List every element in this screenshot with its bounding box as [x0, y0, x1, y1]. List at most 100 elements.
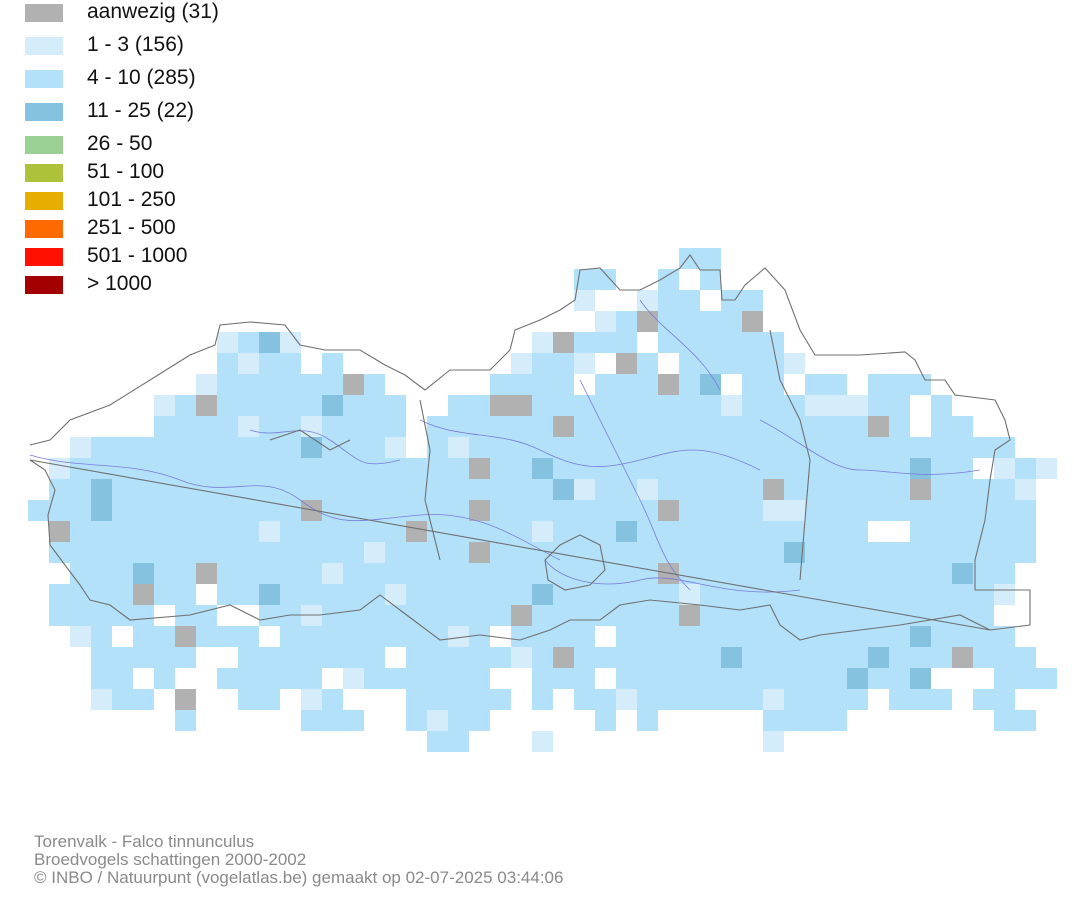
river [29, 454, 561, 561]
grid-square [763, 479, 784, 500]
copyright-line: © INBO / Natuurpunt (vogelatlas.be) gema… [34, 868, 564, 887]
grid-square [805, 437, 826, 458]
grid-square [91, 542, 112, 563]
grid-square [532, 731, 553, 752]
grid-square [532, 416, 553, 437]
grid-square [574, 395, 595, 416]
grid-square [448, 563, 469, 584]
grid-square [616, 332, 637, 353]
grid-square [532, 437, 553, 458]
grid-square [679, 416, 700, 437]
grid-square [553, 458, 574, 479]
grid-square [448, 647, 469, 668]
grid-square [511, 563, 532, 584]
grid-square [763, 584, 784, 605]
grid-square [637, 395, 658, 416]
grid-square [469, 542, 490, 563]
grid-square [70, 500, 91, 521]
grid-square [742, 647, 763, 668]
grid-square [679, 668, 700, 689]
grid-square [868, 605, 889, 626]
grid-square [91, 689, 112, 710]
grid-square [658, 605, 679, 626]
legend-label: 26 - 50 [87, 132, 153, 155]
grid-square [700, 668, 721, 689]
grid-square [427, 605, 448, 626]
grid-square [889, 542, 910, 563]
legend-swatch [25, 276, 63, 294]
grid-square [595, 542, 616, 563]
grid-square [805, 584, 826, 605]
grid-square [784, 458, 805, 479]
grid-square [364, 521, 385, 542]
grid-square [889, 416, 910, 437]
grid-square [532, 689, 553, 710]
grid-square [91, 437, 112, 458]
grid-square [910, 521, 931, 542]
grid-square [343, 668, 364, 689]
grid-square [133, 605, 154, 626]
grid-square [70, 542, 91, 563]
grid-square [742, 290, 763, 311]
grid-square [742, 626, 763, 647]
grid-square [490, 689, 511, 710]
grid-square [406, 710, 427, 731]
grid-square [91, 479, 112, 500]
grid-square [238, 479, 259, 500]
grid-square [280, 374, 301, 395]
grid-square [994, 689, 1015, 710]
grid-square [490, 395, 511, 416]
grid-square [616, 437, 637, 458]
grid-square [973, 500, 994, 521]
grid-square [259, 437, 280, 458]
grid-square [595, 689, 616, 710]
grid-square [196, 542, 217, 563]
grid-square [826, 500, 847, 521]
grid-square [364, 458, 385, 479]
grid-square [721, 500, 742, 521]
grid-square [238, 584, 259, 605]
grid-square [280, 395, 301, 416]
grid-square [259, 668, 280, 689]
grid-square [70, 563, 91, 584]
region-borders [29, 254, 1031, 641]
grid-square [406, 500, 427, 521]
grid-square [679, 332, 700, 353]
grid-square [574, 458, 595, 479]
grid-square [154, 584, 175, 605]
grid-square [49, 500, 70, 521]
grid-square [826, 437, 847, 458]
grid-square [280, 479, 301, 500]
grid-square [868, 542, 889, 563]
grid-square [427, 416, 448, 437]
grid-square [301, 500, 322, 521]
grid-square [994, 584, 1015, 605]
grid-square [511, 395, 532, 416]
grid-square [196, 437, 217, 458]
grid-square [196, 374, 217, 395]
grid-square [448, 668, 469, 689]
grid-square [700, 437, 721, 458]
grid-square [427, 500, 448, 521]
grid-square [154, 395, 175, 416]
grid-square [742, 374, 763, 395]
grid-square [112, 479, 133, 500]
grid-square [511, 626, 532, 647]
grid-square [826, 395, 847, 416]
border-internal [269, 429, 351, 451]
grid-square [217, 521, 238, 542]
grid-square [595, 311, 616, 332]
legend-label: 101 - 250 [87, 188, 176, 211]
grid-square [595, 521, 616, 542]
grid-square [784, 710, 805, 731]
grid-square [154, 437, 175, 458]
river [639, 299, 721, 391]
grid-square [847, 395, 868, 416]
grid-square [847, 437, 868, 458]
grid-square [994, 626, 1015, 647]
grid-square [553, 437, 574, 458]
grid-square [700, 647, 721, 668]
grid-square [490, 647, 511, 668]
grid-square [511, 605, 532, 626]
